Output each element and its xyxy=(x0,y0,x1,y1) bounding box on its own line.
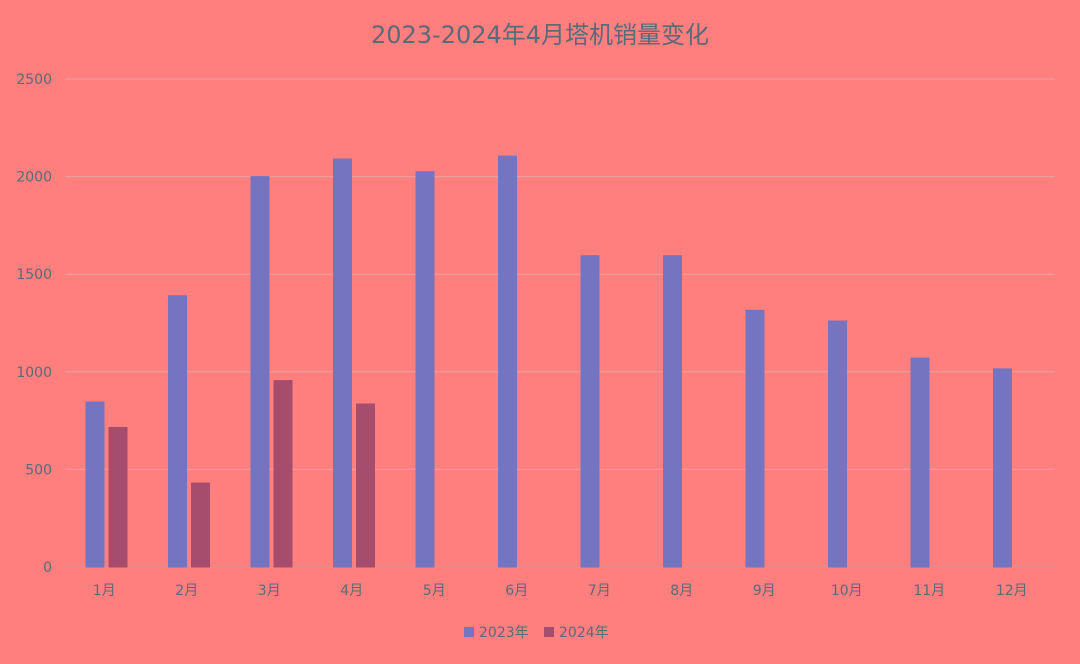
legend-swatch xyxy=(544,627,554,637)
bar-series2-4 xyxy=(356,403,375,568)
x-tick-label: 1月 xyxy=(93,583,116,599)
x-tick-label: 8月 xyxy=(670,583,693,599)
x-tick-label: 12月 xyxy=(996,583,1028,599)
bar-series1-10 xyxy=(828,320,847,568)
x-tick-label: 11月 xyxy=(913,583,945,599)
bar-series1-4 xyxy=(333,158,352,568)
x-axis-ticks: 1月 2月 3月 4月 5月 6月 7月 8月 9月 10月 11月 12月 xyxy=(93,583,1028,599)
bar-series1-7 xyxy=(580,255,600,568)
legend-label: 2023年 xyxy=(479,625,529,641)
x-tick-label: 9月 xyxy=(753,583,776,599)
chart-title: 2023-2024年4月塔机销量变化 xyxy=(371,21,709,49)
bar-series1-6 xyxy=(498,155,517,568)
y-tick-label: 1000 xyxy=(16,365,52,381)
y-tick-label: 1500 xyxy=(16,267,52,283)
legend-swatch xyxy=(464,627,474,637)
y-tick-label: 2500 xyxy=(16,72,52,88)
bar-series1-11 xyxy=(910,357,930,568)
bar-series2-3 xyxy=(273,380,293,568)
x-tick-label: 5月 xyxy=(423,583,446,599)
bar-series1-2 xyxy=(168,295,187,568)
x-tick-label: 2月 xyxy=(175,583,198,599)
grid-layer xyxy=(65,78,1055,568)
x-tick-label: 6月 xyxy=(505,583,528,599)
bar-series1-9 xyxy=(745,309,765,568)
x-tick-label: 7月 xyxy=(588,583,611,599)
x-tick-label: 3月 xyxy=(258,583,281,599)
bar-series1-5 xyxy=(415,171,435,568)
y-tick-label: 2000 xyxy=(16,170,52,186)
bar-series2-1 xyxy=(108,426,128,568)
bar-series1-1 xyxy=(85,401,105,568)
y-tick-label: 0 xyxy=(43,560,52,576)
bar-series2-2 xyxy=(191,482,210,568)
bars-layer xyxy=(85,155,1012,568)
y-axis-ticks: 0 500 1000 1500 2000 2500 xyxy=(16,72,52,576)
bar-series1-8 xyxy=(663,255,682,568)
bar-series1-12 xyxy=(993,368,1012,568)
legend-label: 2024年 xyxy=(559,625,609,641)
y-tick-label: 500 xyxy=(25,462,52,478)
bar-series1-3 xyxy=(250,176,270,568)
x-tick-label: 4月 xyxy=(340,583,363,599)
legend: 2023年 2024年 xyxy=(464,625,609,641)
x-tick-label: 10月 xyxy=(831,583,863,599)
